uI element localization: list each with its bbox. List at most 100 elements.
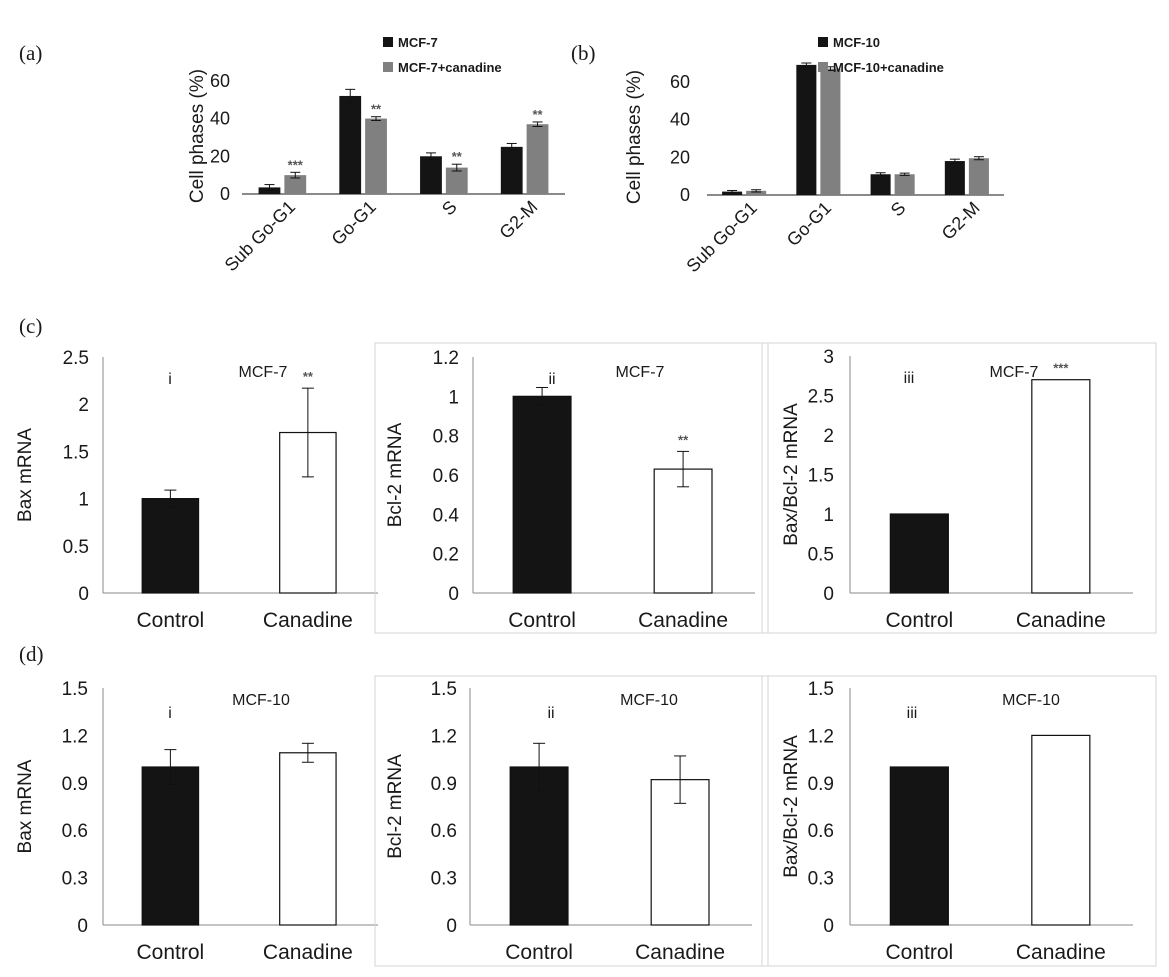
y-tick-label: 2.5 xyxy=(63,348,89,369)
y-tick-label: 60 xyxy=(210,71,230,91)
y-tick-label: 20 xyxy=(670,147,690,167)
cell-line-label: MCF-10 xyxy=(232,692,290,709)
y-tick-label: 40 xyxy=(210,109,230,129)
subpanel-numeral: iii xyxy=(907,705,918,722)
legend-swatch xyxy=(818,37,828,47)
y-tick-label: 20 xyxy=(210,146,230,166)
x-tick-label: G2-M xyxy=(495,197,541,243)
y-tick-label: 1 xyxy=(823,505,834,526)
chart-b: 0 20 40 60 Cell phases (%) Sub Go-G1 Go-G1 S G2-… xyxy=(624,35,1004,276)
y-tick-label: 2 xyxy=(78,395,89,416)
y-tick-label: 1.5 xyxy=(62,679,88,700)
x-tick-label: Canadine xyxy=(1016,941,1106,964)
chart-c-iii: 0 0.5 1 1.5 2 2.5 3 Bax/Bcl-2 mRNA iii MCF-7 Contr… xyxy=(761,342,1157,634)
y-axis-title: Bcl-2 mRNA xyxy=(385,422,406,527)
x-tick-label: Canadine xyxy=(1016,609,1106,632)
x-tick-label: Control xyxy=(137,941,205,964)
y-tick-label: 0 xyxy=(823,916,834,937)
x-tick-label: Control xyxy=(505,941,573,964)
x-tick-label: S xyxy=(887,198,910,221)
bar xyxy=(870,174,891,195)
y-tick-label: 2.5 xyxy=(808,387,834,408)
x-tick-label: G2-M xyxy=(938,198,984,244)
bar xyxy=(365,118,387,194)
bar xyxy=(339,95,362,194)
y-tick-label: 0.9 xyxy=(808,774,834,795)
y-tick-label: 0.3 xyxy=(431,869,457,890)
chart-d-i: 0 0.3 0.6 0.9 1.2 1.5 Bax mRNA i MCF-10 Control Ca… xyxy=(15,679,378,964)
significance-label: ** xyxy=(371,102,382,117)
chart-frame xyxy=(761,675,1157,967)
legend-label: MCF-7+canadine xyxy=(398,60,502,75)
x-tick-label: Canadine xyxy=(263,941,353,964)
x-tick-label: Canadine xyxy=(635,941,725,964)
y-tick-label: 0 xyxy=(77,916,88,937)
y-tick-label: 0.6 xyxy=(431,821,457,842)
legend-label: MCF-10 xyxy=(833,35,880,50)
bar xyxy=(968,158,989,195)
cell-line-label: MCF-7 xyxy=(990,364,1039,381)
y-tick-label: 60 xyxy=(670,72,690,92)
y-tick-label: 0.4 xyxy=(433,505,460,526)
y-axis-title: Bax/Bcl-2 mRNA xyxy=(781,735,802,878)
x-tick-label: Canadine xyxy=(638,609,728,632)
bar xyxy=(141,766,200,926)
y-tick-label: 0 xyxy=(78,584,89,605)
x-tick-label: Canadine xyxy=(263,609,353,632)
bar xyxy=(500,146,523,194)
bar xyxy=(796,64,817,195)
x-tick-label: S xyxy=(438,197,461,220)
y-tick-label: 0 xyxy=(448,584,459,605)
y-tick-label: 0.3 xyxy=(808,869,834,890)
significance-label: ** xyxy=(532,107,543,122)
y-axis-title: Cell phases (%) xyxy=(187,69,208,203)
subpanel-numeral: ii xyxy=(548,371,555,388)
y-tick-label: 2 xyxy=(823,426,834,447)
legend-swatch xyxy=(818,62,828,72)
y-tick-label: 3 xyxy=(823,347,834,368)
panel-label-a: (a) xyxy=(19,41,42,65)
significance-label: ** xyxy=(452,149,463,164)
chart-frame xyxy=(761,342,1157,634)
y-tick-label: 1 xyxy=(448,387,459,408)
subpanel-numeral: ii xyxy=(547,705,554,722)
y-axis-title: Bax/Bcl-2 mRNA xyxy=(781,403,802,546)
chart-c-i: 0 0.5 1 1.5 2 2.5 Bax mRNA i MCF-7 Control ** Canad… xyxy=(15,348,378,632)
y-tick-label: 0 xyxy=(446,916,457,937)
y-tick-label: 0.6 xyxy=(433,466,459,487)
bar xyxy=(279,752,337,926)
y-tick-label: 1.2 xyxy=(62,726,88,747)
subpanel-numeral: i xyxy=(168,705,172,722)
y-tick-label: 1.5 xyxy=(808,679,834,700)
chart-c-ii: 0 0.2 0.4 0.6 0.8 1 1.2 Bcl-2 mRNA ii MCF-7 Contro… xyxy=(374,342,769,634)
bar xyxy=(889,513,949,594)
chart-d-iii: 0 0.3 0.6 0.9 1.2 1.5 Bax/Bcl-2 mRNA iii MCF-10 C… xyxy=(761,675,1157,967)
panel-label-c: (c) xyxy=(19,314,42,338)
y-tick-label: 0.2 xyxy=(433,545,459,566)
cell-line-label: MCF-7 xyxy=(239,364,288,381)
chart-d-ii: 0 0.3 0.6 0.9 1.2 1.5 Bcl-2 mRNA ii MCF-10 Contro… xyxy=(374,675,769,967)
y-tick-label: 40 xyxy=(670,110,690,130)
y-axis-title: Bcl-2 mRNA xyxy=(385,754,406,859)
y-tick-label: 0 xyxy=(823,584,834,605)
legend-label: MCF-10+canadine xyxy=(833,60,944,75)
y-tick-label: 0.9 xyxy=(431,774,457,795)
cell-line-label: MCF-10 xyxy=(620,692,678,709)
x-tick-label: Sub Go-G1 xyxy=(682,198,761,277)
y-tick-label: 1.5 xyxy=(808,466,834,487)
bar xyxy=(509,766,569,926)
x-tick-label: Go-G1 xyxy=(328,197,380,249)
bar xyxy=(894,174,915,195)
y-tick-label: 1 xyxy=(78,490,89,511)
bar xyxy=(420,156,442,194)
y-tick-label: 1.5 xyxy=(63,442,89,463)
significance-label: *** xyxy=(1053,361,1069,376)
y-tick-label: 0.6 xyxy=(808,821,834,842)
bar xyxy=(722,191,743,195)
bar xyxy=(284,175,307,194)
panel-label-d: (d) xyxy=(19,642,44,666)
y-axis-title: Cell phases (%) xyxy=(624,70,645,204)
y-tick-label: 1.2 xyxy=(808,726,834,747)
bar xyxy=(650,779,710,926)
